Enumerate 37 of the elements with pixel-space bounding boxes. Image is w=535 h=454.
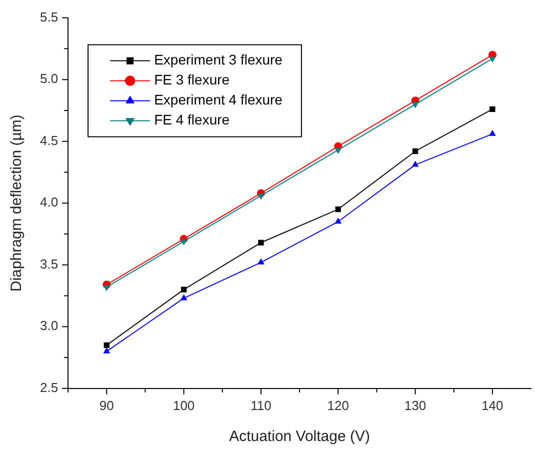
point [334, 148, 342, 154]
y-tick-label: 5.0 [40, 71, 58, 86]
point [180, 294, 188, 300]
point [490, 106, 496, 112]
point [488, 56, 496, 63]
x-tick-label: 130 [404, 398, 426, 413]
point [258, 240, 264, 246]
point [412, 160, 419, 167]
x-tick-label: 100 [172, 398, 195, 413]
x-axis-title: Actuation Voltage (V) [229, 428, 370, 446]
point [104, 342, 110, 348]
legend-label: Experiment 3 flexure [154, 52, 283, 68]
y-tick-label: 3.5 [40, 256, 58, 272]
point [335, 206, 341, 212]
x-tick-label: 90 [99, 398, 114, 413]
y-tick-label: 4.5 [40, 132, 58, 148]
point [103, 347, 110, 354]
x-tick-label: 140 [482, 398, 504, 413]
y-tick-label: 2.5 [40, 380, 58, 395]
legend-label: Experiment 4 flexure [154, 92, 283, 108]
point [488, 130, 496, 136]
y-tick-label: 5.5 [40, 9, 58, 24]
point [334, 218, 342, 224]
legend-label: FE 4 flexure [154, 112, 230, 128]
legend-label: FE 3 flexure [154, 72, 230, 88]
point [412, 102, 419, 108]
point [257, 194, 264, 200]
x-tick-label: 110 [250, 398, 272, 413]
y-tick-label: 4.0 [40, 194, 58, 210]
y-axis-title: Diaphragm deflection (µm) [8, 114, 26, 292]
point [180, 239, 188, 246]
point [103, 285, 110, 292]
y-tick-label: 3.0 [40, 318, 58, 334]
point [412, 148, 418, 154]
x-tick-label: 120 [327, 398, 349, 413]
point [180, 286, 187, 292]
point [257, 258, 264, 264]
